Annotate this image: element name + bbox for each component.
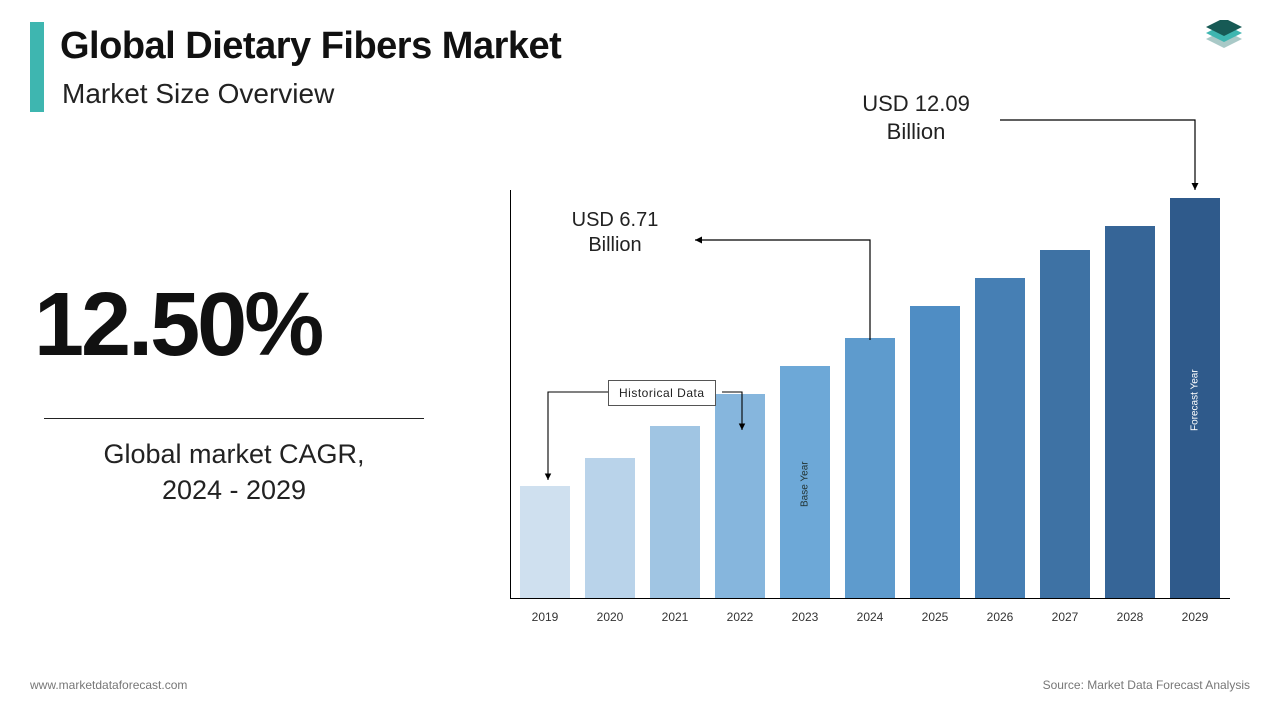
chart-bar-inner-label: Base Year	[780, 378, 830, 590]
chart-bar-year-label: 2021	[650, 610, 700, 624]
historical-data-label: Historical Data	[608, 380, 716, 406]
chart-bar	[715, 394, 765, 598]
chart-bar-year-label: 2026	[975, 610, 1025, 624]
market-infographic: Global Dietary Fibers Market Market Size…	[0, 0, 1280, 720]
page-subtitle: Market Size Overview	[62, 78, 334, 110]
callout-forecast-line1: USD 12.09	[862, 91, 970, 116]
callout-forecast-line2: Billion	[887, 119, 946, 144]
chart-bar	[975, 278, 1025, 598]
cagr-caption-line1: Global market CAGR,	[103, 439, 364, 469]
chart-bar	[1040, 250, 1090, 598]
chart-y-axis	[510, 190, 511, 598]
callout-forecast-value: USD 12.09 Billion	[836, 90, 996, 145]
chart-bar	[845, 338, 895, 598]
chart-bar	[910, 306, 960, 598]
chart-bar	[520, 486, 570, 598]
chart-bar-year-label: 2020	[585, 610, 635, 624]
chart-bar-inner-label: Forecast Year	[1170, 210, 1220, 590]
footer-url: www.marketdataforecast.com	[30, 678, 187, 692]
cagr-value: 12.50%	[34, 280, 321, 370]
chart-x-axis	[510, 598, 1230, 599]
chart-bar-year-label: 2025	[910, 610, 960, 624]
chart-bar-year-label: 2028	[1105, 610, 1155, 624]
callout-base-value: USD 6.71 Billion	[545, 208, 685, 258]
chart-bar	[585, 458, 635, 598]
chart-bar-year-label: 2023	[780, 610, 830, 624]
footer-source: Source: Market Data Forecast Analysis	[1043, 678, 1250, 692]
callout-base-line2: Billion	[588, 234, 641, 256]
chart-bar-year-label: 2022	[715, 610, 765, 624]
page-title: Global Dietary Fibers Market	[60, 25, 561, 68]
chart-bar-year-label: 2024	[845, 610, 895, 624]
chart-bar-year-label: 2019	[520, 610, 570, 624]
chart-bar-year-label: 2027	[1040, 610, 1090, 624]
stat-divider	[44, 418, 424, 419]
brand-logo-icon	[1196, 20, 1252, 76]
chart-bar	[650, 426, 700, 598]
chart-bar-year-label: 2029	[1170, 610, 1220, 624]
callout-base-line1: USD 6.71	[572, 209, 659, 231]
cagr-caption-line2: 2024 - 2029	[162, 475, 306, 505]
cagr-caption: Global market CAGR, 2024 - 2029	[44, 436, 424, 509]
header-accent-bar	[30, 22, 44, 112]
chart-bar	[1105, 226, 1155, 598]
